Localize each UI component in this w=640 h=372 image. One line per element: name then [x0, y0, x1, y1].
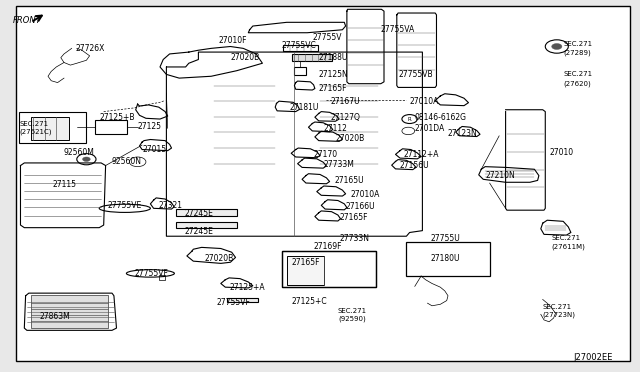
- Text: 27245E: 27245E: [184, 227, 213, 236]
- Bar: [19, 112, 86, 143]
- Text: 27755V: 27755V: [312, 33, 342, 42]
- Text: 27125+A: 27125+A: [229, 283, 265, 292]
- Bar: [406, 242, 490, 276]
- Text: R: R: [408, 116, 412, 122]
- Text: 27755VC: 27755VC: [282, 41, 316, 50]
- Bar: [227, 298, 258, 302]
- Text: 27755U: 27755U: [430, 234, 460, 243]
- Text: 27010A: 27010A: [351, 190, 380, 199]
- Text: 27127Q: 27127Q: [331, 113, 361, 122]
- Text: 27112: 27112: [323, 124, 347, 133]
- Text: 27863M: 27863M: [40, 312, 70, 321]
- Text: 27125+C: 27125+C: [291, 297, 327, 306]
- Bar: [294, 67, 306, 75]
- Text: 92560M: 92560M: [64, 148, 95, 157]
- Text: 27112+A: 27112+A: [403, 150, 438, 159]
- Text: 27321: 27321: [159, 201, 183, 210]
- Bar: [176, 222, 237, 228]
- Text: 27755VA: 27755VA: [381, 25, 415, 34]
- Bar: [292, 54, 332, 61]
- Text: 27020B: 27020B: [230, 53, 260, 62]
- Text: 27726X: 27726X: [76, 44, 105, 53]
- Bar: [287, 256, 324, 285]
- Text: 27245E: 27245E: [184, 209, 213, 218]
- Text: 27755VF: 27755VF: [216, 298, 250, 307]
- Text: 27733M: 27733M: [323, 160, 354, 169]
- Text: 27020B: 27020B: [336, 134, 365, 143]
- Text: 27166U: 27166U: [346, 202, 375, 211]
- Text: 27755VE: 27755VE: [108, 201, 142, 210]
- Bar: [31, 295, 108, 328]
- Text: (27289): (27289): [563, 49, 591, 56]
- Text: 27156U: 27156U: [400, 161, 429, 170]
- Text: 27755VB: 27755VB: [398, 70, 433, 79]
- Text: (92590): (92590): [338, 315, 365, 322]
- Text: 27169F: 27169F: [314, 242, 342, 251]
- Text: 27010F: 27010F: [219, 36, 248, 45]
- Text: 27125: 27125: [138, 122, 161, 131]
- Text: SEC.271: SEC.271: [563, 71, 593, 77]
- Text: 27181U: 27181U: [290, 103, 319, 112]
- Text: 27755VF: 27755VF: [134, 269, 168, 278]
- Text: 27020B: 27020B: [205, 254, 234, 263]
- Text: 27180U: 27180U: [430, 254, 460, 263]
- Circle shape: [552, 44, 562, 49]
- Text: 27167U: 27167U: [331, 97, 360, 106]
- Bar: [283, 45, 318, 51]
- Text: 27010A: 27010A: [410, 97, 439, 106]
- Text: 27010: 27010: [549, 148, 573, 157]
- Text: J27002EE: J27002EE: [573, 353, 613, 362]
- Text: 27210N: 27210N: [485, 171, 515, 180]
- Text: 27170: 27170: [314, 150, 338, 159]
- Text: 27165F: 27165F: [339, 213, 368, 222]
- Text: 27115: 27115: [52, 180, 77, 189]
- Bar: [176, 209, 237, 216]
- Text: 27125N: 27125N: [318, 70, 348, 79]
- Text: 27188U: 27188U: [318, 53, 348, 62]
- Bar: [282, 251, 376, 287]
- Text: 92560N: 92560N: [112, 157, 142, 166]
- Bar: [95, 120, 127, 134]
- Text: (27611M): (27611M): [552, 243, 586, 250]
- Text: (27620): (27620): [563, 80, 591, 87]
- Text: 27125+B: 27125+B: [99, 113, 134, 122]
- Text: (27621C): (27621C): [19, 128, 52, 135]
- Text: SEC.271: SEC.271: [543, 304, 572, 310]
- Text: SEC.271: SEC.271: [563, 41, 593, 47]
- Text: 27733N: 27733N: [339, 234, 369, 243]
- Text: 27165F: 27165F: [291, 258, 320, 267]
- Text: SEC.271: SEC.271: [19, 121, 49, 126]
- Text: 27165F: 27165F: [318, 84, 347, 93]
- Bar: [31, 117, 69, 140]
- Text: FRONT: FRONT: [13, 16, 42, 25]
- Text: SEC.271: SEC.271: [338, 308, 367, 314]
- Text: 27123N: 27123N: [448, 129, 477, 138]
- Text: SEC.271: SEC.271: [552, 235, 581, 241]
- Text: 08146-6162G: 08146-6162G: [415, 113, 467, 122]
- Text: (27723N): (27723N): [543, 312, 576, 318]
- Text: 2701DA: 2701DA: [415, 124, 445, 133]
- Bar: [159, 275, 165, 280]
- Bar: [282, 251, 376, 287]
- Circle shape: [83, 157, 90, 161]
- Text: 27165U: 27165U: [335, 176, 364, 185]
- Text: 27015: 27015: [142, 145, 166, 154]
